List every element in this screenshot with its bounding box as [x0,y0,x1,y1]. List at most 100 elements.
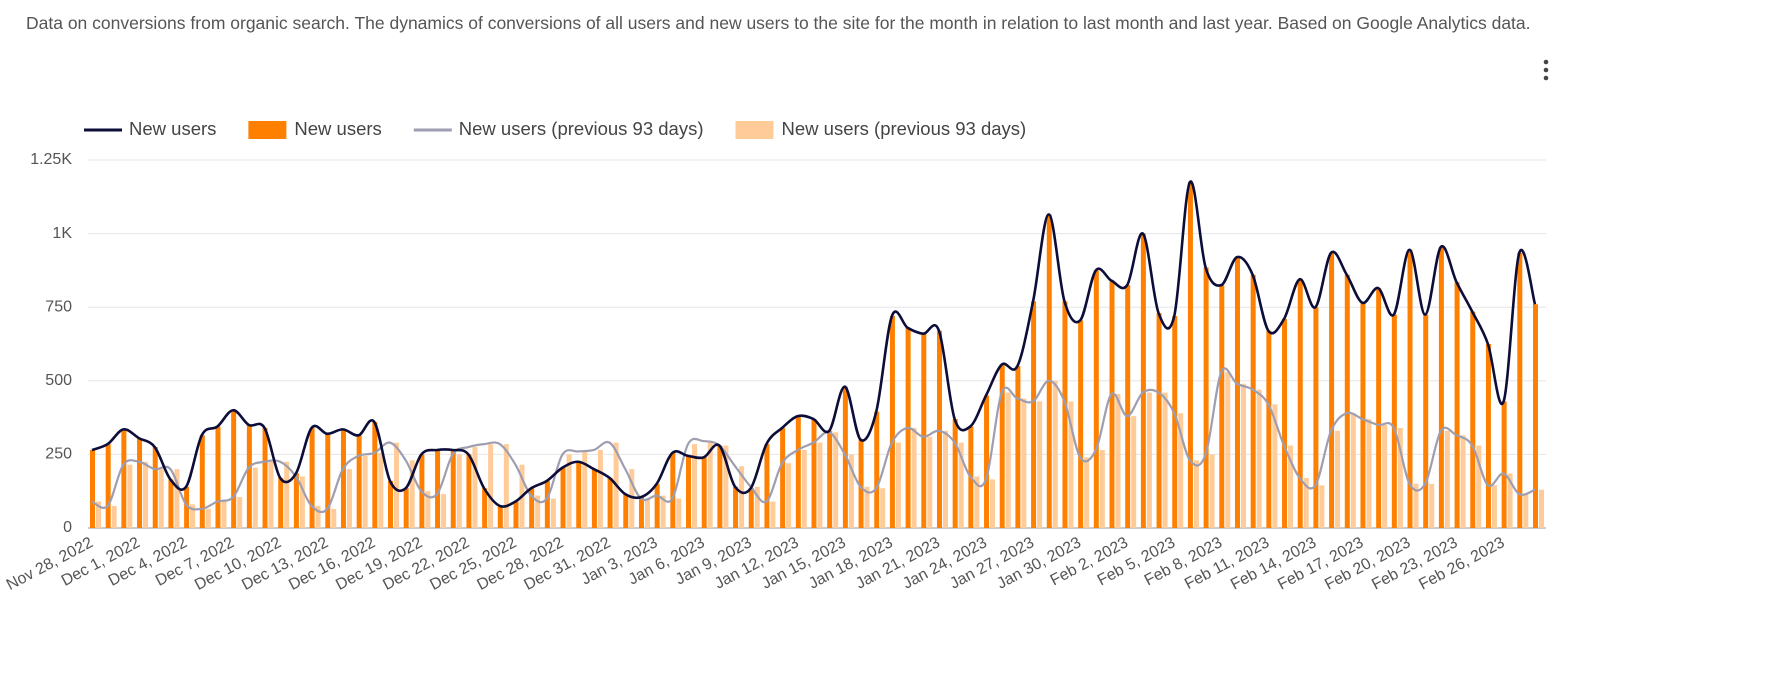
bar [582,451,588,528]
bar [1234,257,1240,528]
bar [1397,427,1403,528]
bar [1052,380,1058,528]
bar [811,419,817,528]
bar [1068,401,1074,528]
bar [143,461,149,528]
bar [644,498,650,528]
bar [1078,320,1084,528]
bar [1131,416,1137,528]
bar [1350,413,1356,528]
bar [1438,246,1444,528]
bar [388,480,394,528]
bar [864,486,870,528]
bar [1539,489,1544,528]
bar [513,501,519,528]
bar [1219,285,1225,528]
bar [780,427,786,528]
bar [1360,302,1366,528]
bar [1031,301,1037,528]
legend-label: New users [294,118,381,139]
bar [1391,314,1397,528]
bar [921,333,927,528]
bar [1501,401,1507,528]
bar [472,447,478,528]
bar [1172,316,1178,528]
bar [936,330,942,528]
bar [1485,344,1491,528]
bar [597,449,603,528]
bar [1015,366,1021,528]
bar [1517,252,1523,528]
bar [293,473,299,528]
bar [488,444,494,528]
bar [1319,485,1325,528]
bar [90,449,95,528]
menu-button[interactable] [1543,59,1549,81]
bar [1288,445,1294,528]
bar [127,464,133,528]
bar [786,463,792,528]
bar [482,488,488,528]
bar [1062,301,1068,528]
bar [309,427,315,528]
bar [111,505,117,528]
bar [1084,457,1090,528]
bar [848,454,854,528]
bar [96,501,101,528]
y-tick-label: 500 [45,372,72,389]
bar [1470,311,1476,528]
legend-label: New users [129,118,216,139]
bar [984,395,990,528]
bar [158,469,164,528]
bar [340,429,346,528]
bar [1005,392,1011,528]
bar [1423,314,1429,528]
bar [284,461,290,528]
bar [1413,483,1419,528]
bar [999,364,1005,528]
bar [1376,288,1382,528]
bar [529,488,535,528]
bar [1366,419,1372,528]
bar [1140,233,1146,528]
bar [880,488,886,528]
bar [1109,280,1115,528]
y-tick-label: 1K [52,225,72,242]
bar [1156,313,1162,528]
bar [237,497,243,528]
bar [1476,445,1482,528]
bar [121,429,127,528]
line [91,180,1537,508]
bar [299,476,305,528]
bar [544,480,550,528]
bar [1162,392,1168,528]
bar [394,442,400,528]
bar [723,445,729,528]
line [91,367,1536,514]
bar [1193,460,1199,528]
bar [331,508,337,528]
bar [1507,473,1513,528]
bar [942,430,948,528]
bar [874,411,880,528]
bar [425,491,431,528]
bar [1099,449,1105,528]
bar [1523,494,1529,528]
y-tick-label: 0 [63,519,72,536]
bar [795,416,801,528]
bar [450,449,456,528]
bar [1209,454,1215,528]
legend-swatch [735,121,774,139]
bar [199,435,205,528]
bar [686,455,692,528]
bar [676,498,682,528]
bar [356,435,362,528]
bar [1313,307,1319,528]
bar [1335,430,1341,528]
bar [717,445,723,528]
bar [560,467,566,528]
bar [1344,274,1350,528]
bar [1187,182,1193,528]
